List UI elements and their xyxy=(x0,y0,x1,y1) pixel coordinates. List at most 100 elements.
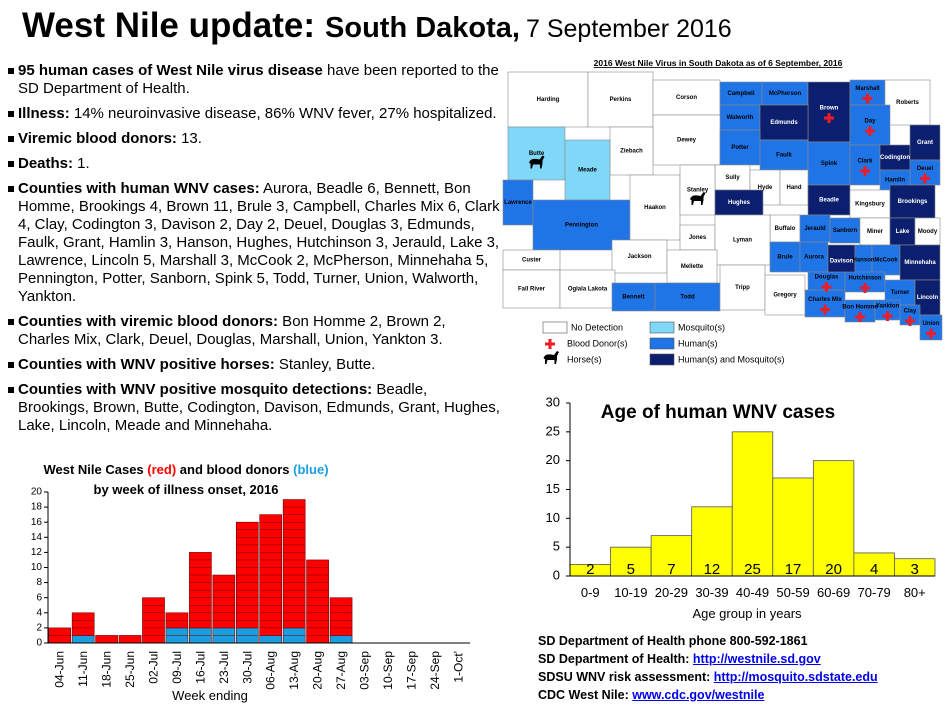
horse-marker xyxy=(690,192,706,205)
county-label: Fall River xyxy=(518,287,546,293)
contact: SD Department of Health: http://westnile… xyxy=(538,650,878,668)
county-label: Jones xyxy=(689,235,707,241)
county xyxy=(769,241,801,273)
bar xyxy=(772,477,814,577)
county-label: Douglas xyxy=(815,275,839,281)
bar-segment xyxy=(118,635,142,644)
county-label: Sanborn xyxy=(833,228,858,234)
county-label: Jerauld xyxy=(804,226,826,232)
county-label: Lawrence xyxy=(504,200,532,206)
contact-link[interactable]: http://mosquito.sdstate.edu xyxy=(713,670,878,684)
y-tick-label: 5 xyxy=(553,539,560,554)
bullet-lead: Counties with WNV positive horses: xyxy=(18,356,275,373)
y-tick-label: 0 xyxy=(36,638,42,649)
county xyxy=(909,124,941,161)
county xyxy=(629,174,681,241)
county-label: Davison xyxy=(830,259,854,265)
county xyxy=(759,139,809,171)
county-label: Kingsbury xyxy=(855,202,885,208)
value-label: 3 xyxy=(911,561,919,578)
chart-title: Age of human WNV cases xyxy=(601,402,835,423)
county-label: Edmunds xyxy=(770,120,798,126)
county-label: Grant xyxy=(917,140,933,146)
county-label: Potter xyxy=(731,145,749,151)
county-label: Campbell xyxy=(727,91,754,97)
bar-segment xyxy=(259,635,283,644)
y-tick-label: 12 xyxy=(31,547,43,558)
county xyxy=(611,239,668,274)
x-tick-label: 10-19 xyxy=(614,585,647,600)
bullet-text: Aurora, Beadle 6, Bennett, Bon Homme, Br… xyxy=(18,180,500,305)
x-tick-label: 18-Jun xyxy=(100,651,114,688)
x-tick-label: 23-Jul xyxy=(217,651,231,684)
county xyxy=(827,244,856,278)
county-label: Bon Homme xyxy=(842,305,878,311)
county xyxy=(507,126,566,181)
bullet-lead: Illness: xyxy=(18,105,70,122)
county-label: Minnehaha xyxy=(904,260,936,266)
county-label: Harding xyxy=(537,97,560,103)
bar-segment xyxy=(329,597,353,636)
x-tick-label: 13-Aug xyxy=(287,651,301,690)
county xyxy=(609,126,654,176)
donor-marker xyxy=(824,113,834,123)
bullet: Illness: 14% neuroinvasive disease, 86% … xyxy=(6,105,500,123)
x-tick-label: 80+ xyxy=(904,585,926,600)
x-tick-label: 1-Oct' xyxy=(451,651,465,683)
county-label: Hyde xyxy=(758,185,773,191)
bullet: Counties with viremic blood donors: Bon … xyxy=(6,313,500,349)
x-tick-label: 30-39 xyxy=(695,585,728,600)
county-label: Lincoln xyxy=(917,295,939,301)
bar xyxy=(650,535,693,577)
donor-marker xyxy=(862,93,873,104)
county-label: Todd xyxy=(680,295,695,301)
bar-segment xyxy=(329,635,353,644)
county-label: Roberts xyxy=(896,100,919,106)
bar xyxy=(691,506,733,577)
contact-link[interactable]: http://westnile.sd.gov xyxy=(692,652,821,666)
x-tick-label: 70-79 xyxy=(858,585,891,600)
county-label: Lake xyxy=(896,229,910,235)
bullet: 95 human cases of West Nile virus diseas… xyxy=(6,62,500,98)
value-label: 5 xyxy=(627,561,635,578)
x-tick-label: 03-Sep xyxy=(358,651,372,690)
county-label: Buffalo xyxy=(775,226,796,232)
county-label: Sully xyxy=(725,175,740,181)
chart-title: West Nile Cases (red) and blood donors (… xyxy=(43,462,328,477)
bullet-lead: 95 human cases of West Nile virus diseas… xyxy=(18,62,323,79)
county xyxy=(779,169,809,206)
value-label: 7 xyxy=(667,561,675,578)
value-label: 17 xyxy=(785,561,802,578)
legend-marker xyxy=(543,351,559,364)
donor-marker xyxy=(865,126,875,136)
county xyxy=(919,314,943,341)
bar xyxy=(812,460,855,577)
title-state: South Dakota, xyxy=(325,12,520,44)
header: West Nile update: South Dakota, 7 Septembe… xyxy=(22,6,732,46)
bullet: Counties with human WNV cases: Aurora, B… xyxy=(6,180,500,306)
county-label: Brookings xyxy=(898,199,928,205)
contact: SD Department of Health phone 800-592-18… xyxy=(538,632,878,650)
county-label: Day xyxy=(864,119,876,125)
donor-marker xyxy=(920,173,930,184)
y-tick-label: 30 xyxy=(546,394,560,409)
legend-label: No Detection xyxy=(571,322,623,332)
bar-segment xyxy=(282,499,306,629)
county-label: Hutchinson xyxy=(849,276,882,282)
county xyxy=(654,282,721,312)
x-tick-label: 20-29 xyxy=(655,585,688,600)
county-label: Beadle xyxy=(819,198,839,204)
county-label: Hand xyxy=(787,185,802,191)
legend-label: Mosquito(s) xyxy=(678,322,725,332)
x-tick-label: 24-Sep xyxy=(428,651,442,690)
bullet: Deaths: 1. xyxy=(6,155,500,173)
legend-swatch xyxy=(649,321,675,334)
county-label: Perkins xyxy=(610,97,632,103)
x-tick-label: 60-69 xyxy=(817,585,850,600)
y-tick-label: 18 xyxy=(31,502,43,513)
contact-link[interactable]: www.cdc.gov/westnile xyxy=(632,688,765,702)
county-label: Brule xyxy=(777,255,793,261)
value-label: 12 xyxy=(704,561,721,578)
donor-marker xyxy=(860,166,870,176)
bar-segment xyxy=(95,635,118,644)
